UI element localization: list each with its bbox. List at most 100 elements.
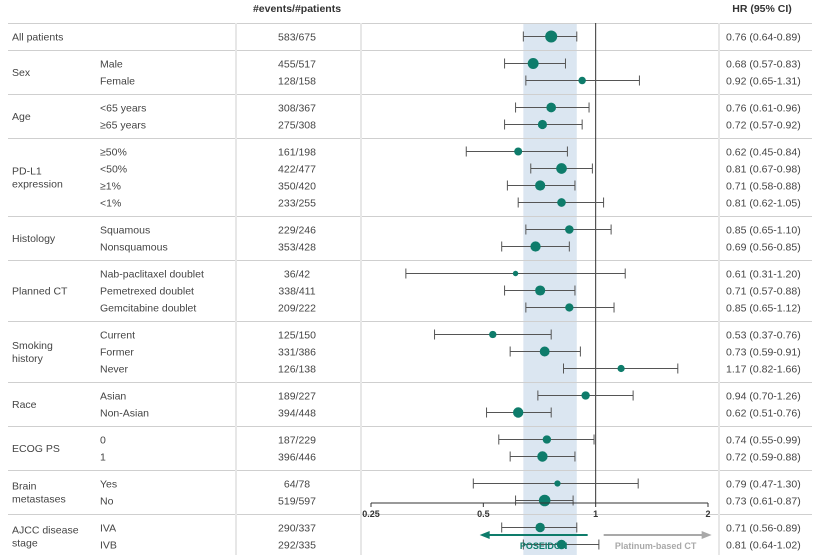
forest-row: Current 125/150 0.53 (0.37-0.76) <box>100 329 801 342</box>
group-label: PD-L1 <box>12 166 42 178</box>
group-label: All patients <box>12 32 63 44</box>
hr-value: 0.68 (0.57-0.83) <box>726 59 801 71</box>
events-value: 331/386 <box>278 347 316 359</box>
subgroup-label: Non-Asian <box>100 408 149 420</box>
hr-point <box>554 480 561 487</box>
group-histology: Histology Squamous 229/246 0.85 (0.65-1.10)… <box>12 224 801 254</box>
hr-value: 0.61 (0.31-1.20) <box>726 269 801 281</box>
events-value: 161/198 <box>278 147 316 159</box>
group-ecog-ps: ECOG PS 0 187/229 0.74 (0.55-0.99) 1 396/446 0… <box>12 434 801 464</box>
group-label: AJCC disease <box>12 525 79 537</box>
hr-value: 0.62 (0.45-0.84) <box>726 147 801 159</box>
events-value: 125/150 <box>278 330 316 342</box>
forest-row: Squamous 229/246 0.85 (0.65-1.10) <box>100 224 801 237</box>
subgroup-label: <65 years <box>100 103 146 115</box>
events-value: 229/246 <box>278 225 316 237</box>
forest-row: Nab-paclitaxel doublet 36/42 0.61 (0.31-1.… <box>100 268 801 281</box>
forest-row: <1% 233/255 0.81 (0.62-1.05) <box>100 197 801 210</box>
hr-value: 0.53 (0.37-0.76) <box>726 330 801 342</box>
x-tick-label: 2 <box>705 509 710 519</box>
hr-point <box>535 522 545 533</box>
forest-row: <65 years 308/367 0.76 (0.61-0.96) <box>100 102 801 115</box>
subgroup-label: Gemcitabine doublet <box>100 303 196 315</box>
subgroup-label: <1% <box>100 198 121 210</box>
events-value: 126/138 <box>278 364 316 376</box>
hr-point <box>512 270 519 277</box>
subgroup-label: Nonsquamous <box>100 242 168 254</box>
group-label: Planned CT <box>12 286 68 298</box>
hr-value: 0.71 (0.58-0.88) <box>726 181 801 193</box>
subgroup-label: Asian <box>100 391 126 403</box>
subgroup-label: 1 <box>100 452 106 464</box>
hr-value: 0.81 (0.67-0.98) <box>726 164 801 176</box>
hr-point <box>546 102 557 113</box>
hr-value: 0.73 (0.61-0.87) <box>726 496 801 508</box>
hr-point <box>565 303 574 312</box>
forest-rows: All patients 583/675 0.76 (0.64-0.89) Sex Ma… <box>12 30 801 552</box>
hr-value: 0.94 (0.70-1.26) <box>726 391 801 403</box>
forest-row: Asian 189/227 0.94 (0.70-1.26) <box>100 390 801 403</box>
events-value: 353/428 <box>278 242 316 254</box>
hr-point <box>565 225 574 234</box>
forest-row: ≥50% 161/198 0.62 (0.45-0.84) <box>100 146 801 159</box>
hr-point <box>542 435 552 444</box>
hr-value: 0.76 (0.64-0.89) <box>726 32 801 44</box>
forest-row: <50% 422/477 0.81 (0.67-0.98) <box>100 163 801 176</box>
group-label: Sex <box>12 67 31 79</box>
subgroup-label: ≥1% <box>100 181 121 193</box>
hr-value: 0.69 (0.56-0.85) <box>726 242 801 254</box>
hr-point <box>617 364 625 373</box>
hr-point <box>556 539 567 550</box>
hr-point <box>512 407 524 418</box>
group-race: Race Asian 189/227 0.94 (0.70-1.26) Non-Asia… <box>12 390 801 420</box>
events-value: 189/227 <box>278 391 316 403</box>
group-label: Smoking <box>12 340 53 352</box>
subgroup-label: Never <box>100 364 129 376</box>
events-value: 308/367 <box>278 103 316 115</box>
events-value: 583/675 <box>278 32 316 44</box>
hr-point <box>530 241 541 252</box>
hr-value: 0.85 (0.65-1.10) <box>726 225 801 237</box>
subgroup-label: Current <box>100 330 135 342</box>
hr-value: 0.73 (0.59-0.91) <box>726 347 801 359</box>
subgroup-label: <50% <box>100 164 127 176</box>
hr-value: 0.62 (0.51-0.76) <box>726 408 801 420</box>
hr-value: 0.81 (0.64-1.02) <box>726 540 801 552</box>
forest-row: Nonsquamous 353/428 0.69 (0.56-0.85) <box>100 241 801 254</box>
forest-row: Pemetrexed doublet 338/411 0.71 (0.57-0.88… <box>100 285 801 298</box>
events-value: 64/78 <box>284 479 310 491</box>
forest-row: Never 126/138 1.17 (0.82-1.66) <box>100 363 801 376</box>
events-value: 396/446 <box>278 452 316 464</box>
subgroup-label: Nab-paclitaxel doublet <box>100 269 204 281</box>
subgroup-label: Former <box>100 347 134 359</box>
group-label: Age <box>12 111 31 123</box>
group-label: history <box>12 353 44 365</box>
subgroup-label: No <box>100 496 114 508</box>
subgroup-label: IVB <box>100 540 117 552</box>
favors-right-arrowhead <box>701 531 712 539</box>
hr-column-header: HR (95% CI) <box>732 3 792 15</box>
hr-value: 0.71 (0.56-0.89) <box>726 523 801 535</box>
hr-point <box>538 494 551 507</box>
group-all-patients: All patients 583/675 0.76 (0.64-0.89) <box>12 30 801 44</box>
events-column-header: #events/#patients <box>253 3 341 15</box>
hr-point <box>557 198 566 207</box>
hr-point <box>535 180 546 191</box>
events-value: 128/158 <box>278 76 316 88</box>
events-value: 187/229 <box>278 435 316 447</box>
favors-left-arrowhead <box>479 531 490 539</box>
subgroup-label: Pemetrexed doublet <box>100 286 194 298</box>
hr-point <box>545 30 558 43</box>
forest-row: Yes 64/78 0.79 (0.47-1.30) <box>100 478 801 491</box>
events-value: 338/411 <box>278 286 315 298</box>
group-label: Histology <box>12 233 56 245</box>
subgroup-label: Male <box>100 59 123 71</box>
forest-row: ≥1% 350/420 0.71 (0.58-0.88) <box>100 180 801 193</box>
events-value: 36/42 <box>284 269 310 281</box>
events-value: 350/420 <box>278 181 316 193</box>
forest-row: 1 396/446 0.72 (0.59-0.88) <box>100 451 801 464</box>
